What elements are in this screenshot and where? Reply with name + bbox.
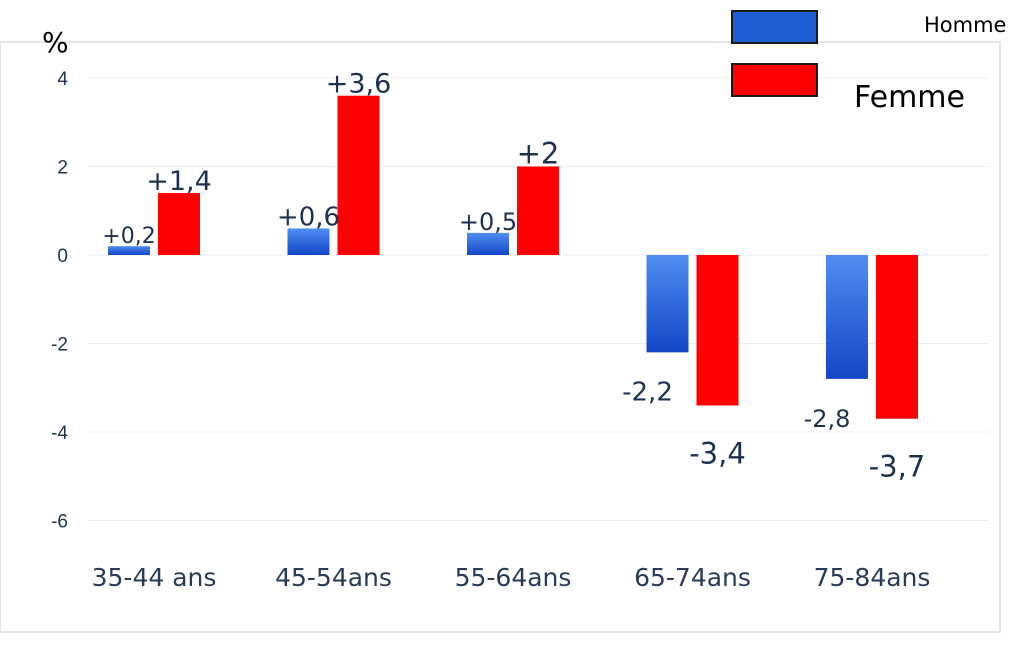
x-tick-label: 75-84ans <box>814 563 931 592</box>
data-label-homme-2: +0,5 <box>459 208 517 236</box>
data-label-femme-2: +2 <box>517 137 560 171</box>
data-label-femme-0: +1,4 <box>146 166 212 197</box>
plot-frame <box>0 41 1001 633</box>
y-tick-label: -6 <box>51 512 68 533</box>
y-axis-unit-label: % <box>42 26 69 59</box>
legend: Homme Femme <box>731 10 1006 115</box>
legend-swatch-homme <box>731 10 818 44</box>
data-label-femme-3: -3,4 <box>689 436 746 470</box>
data-labels: +0,2 +0,6 +0,5 -2,2 -2,8 +1,4 +3,6 +2 -3,4 -3,7 <box>102 69 925 484</box>
bar-femme-3 <box>696 255 739 406</box>
x-tick-label: 45-54ans <box>275 563 392 592</box>
y-tick-label: 4 <box>57 69 68 90</box>
x-tick-label: 55-64ans <box>455 563 572 592</box>
legend-swatch-femme <box>731 63 818 97</box>
y-tick-label: -4 <box>51 423 68 444</box>
bar-homme-1 <box>287 228 330 255</box>
y-axis: 4 2 0 -2 -4 -6 <box>51 69 68 533</box>
x-tick-label: 65-74ans <box>634 563 751 592</box>
bar-femme-4 <box>876 255 918 419</box>
x-axis: 35-44 ans 45-54ans 55-64ans 65-74ans 75-84an… <box>92 563 931 592</box>
bar-femme-1 <box>337 95 380 255</box>
data-label-homme-4: -2,8 <box>804 405 851 433</box>
bar-homme-2 <box>467 232 509 255</box>
data-label-homme-0: +0,2 <box>102 224 155 249</box>
legend-label-femme: Femme <box>854 80 965 115</box>
x-tick-label: 35-44 ans <box>92 563 217 592</box>
data-label-homme-1: +0,6 <box>277 202 340 232</box>
bars <box>108 95 918 419</box>
data-label-femme-1: +3,6 <box>326 69 392 100</box>
data-label-femme-4: -3,7 <box>869 450 926 484</box>
y-tick-label: 0 <box>57 246 68 267</box>
bar-homme-3 <box>646 255 689 353</box>
bar-homme-4 <box>826 255 868 379</box>
bar-homme-0 <box>108 246 150 255</box>
y-tick-label: 2 <box>57 158 68 179</box>
bar-femme-2 <box>517 166 559 255</box>
bar-femme-0 <box>158 193 200 255</box>
legend-label-homme: Homme <box>924 13 1006 37</box>
y-tick-label: -2 <box>51 335 68 356</box>
data-label-homme-3: -2,2 <box>622 377 673 407</box>
